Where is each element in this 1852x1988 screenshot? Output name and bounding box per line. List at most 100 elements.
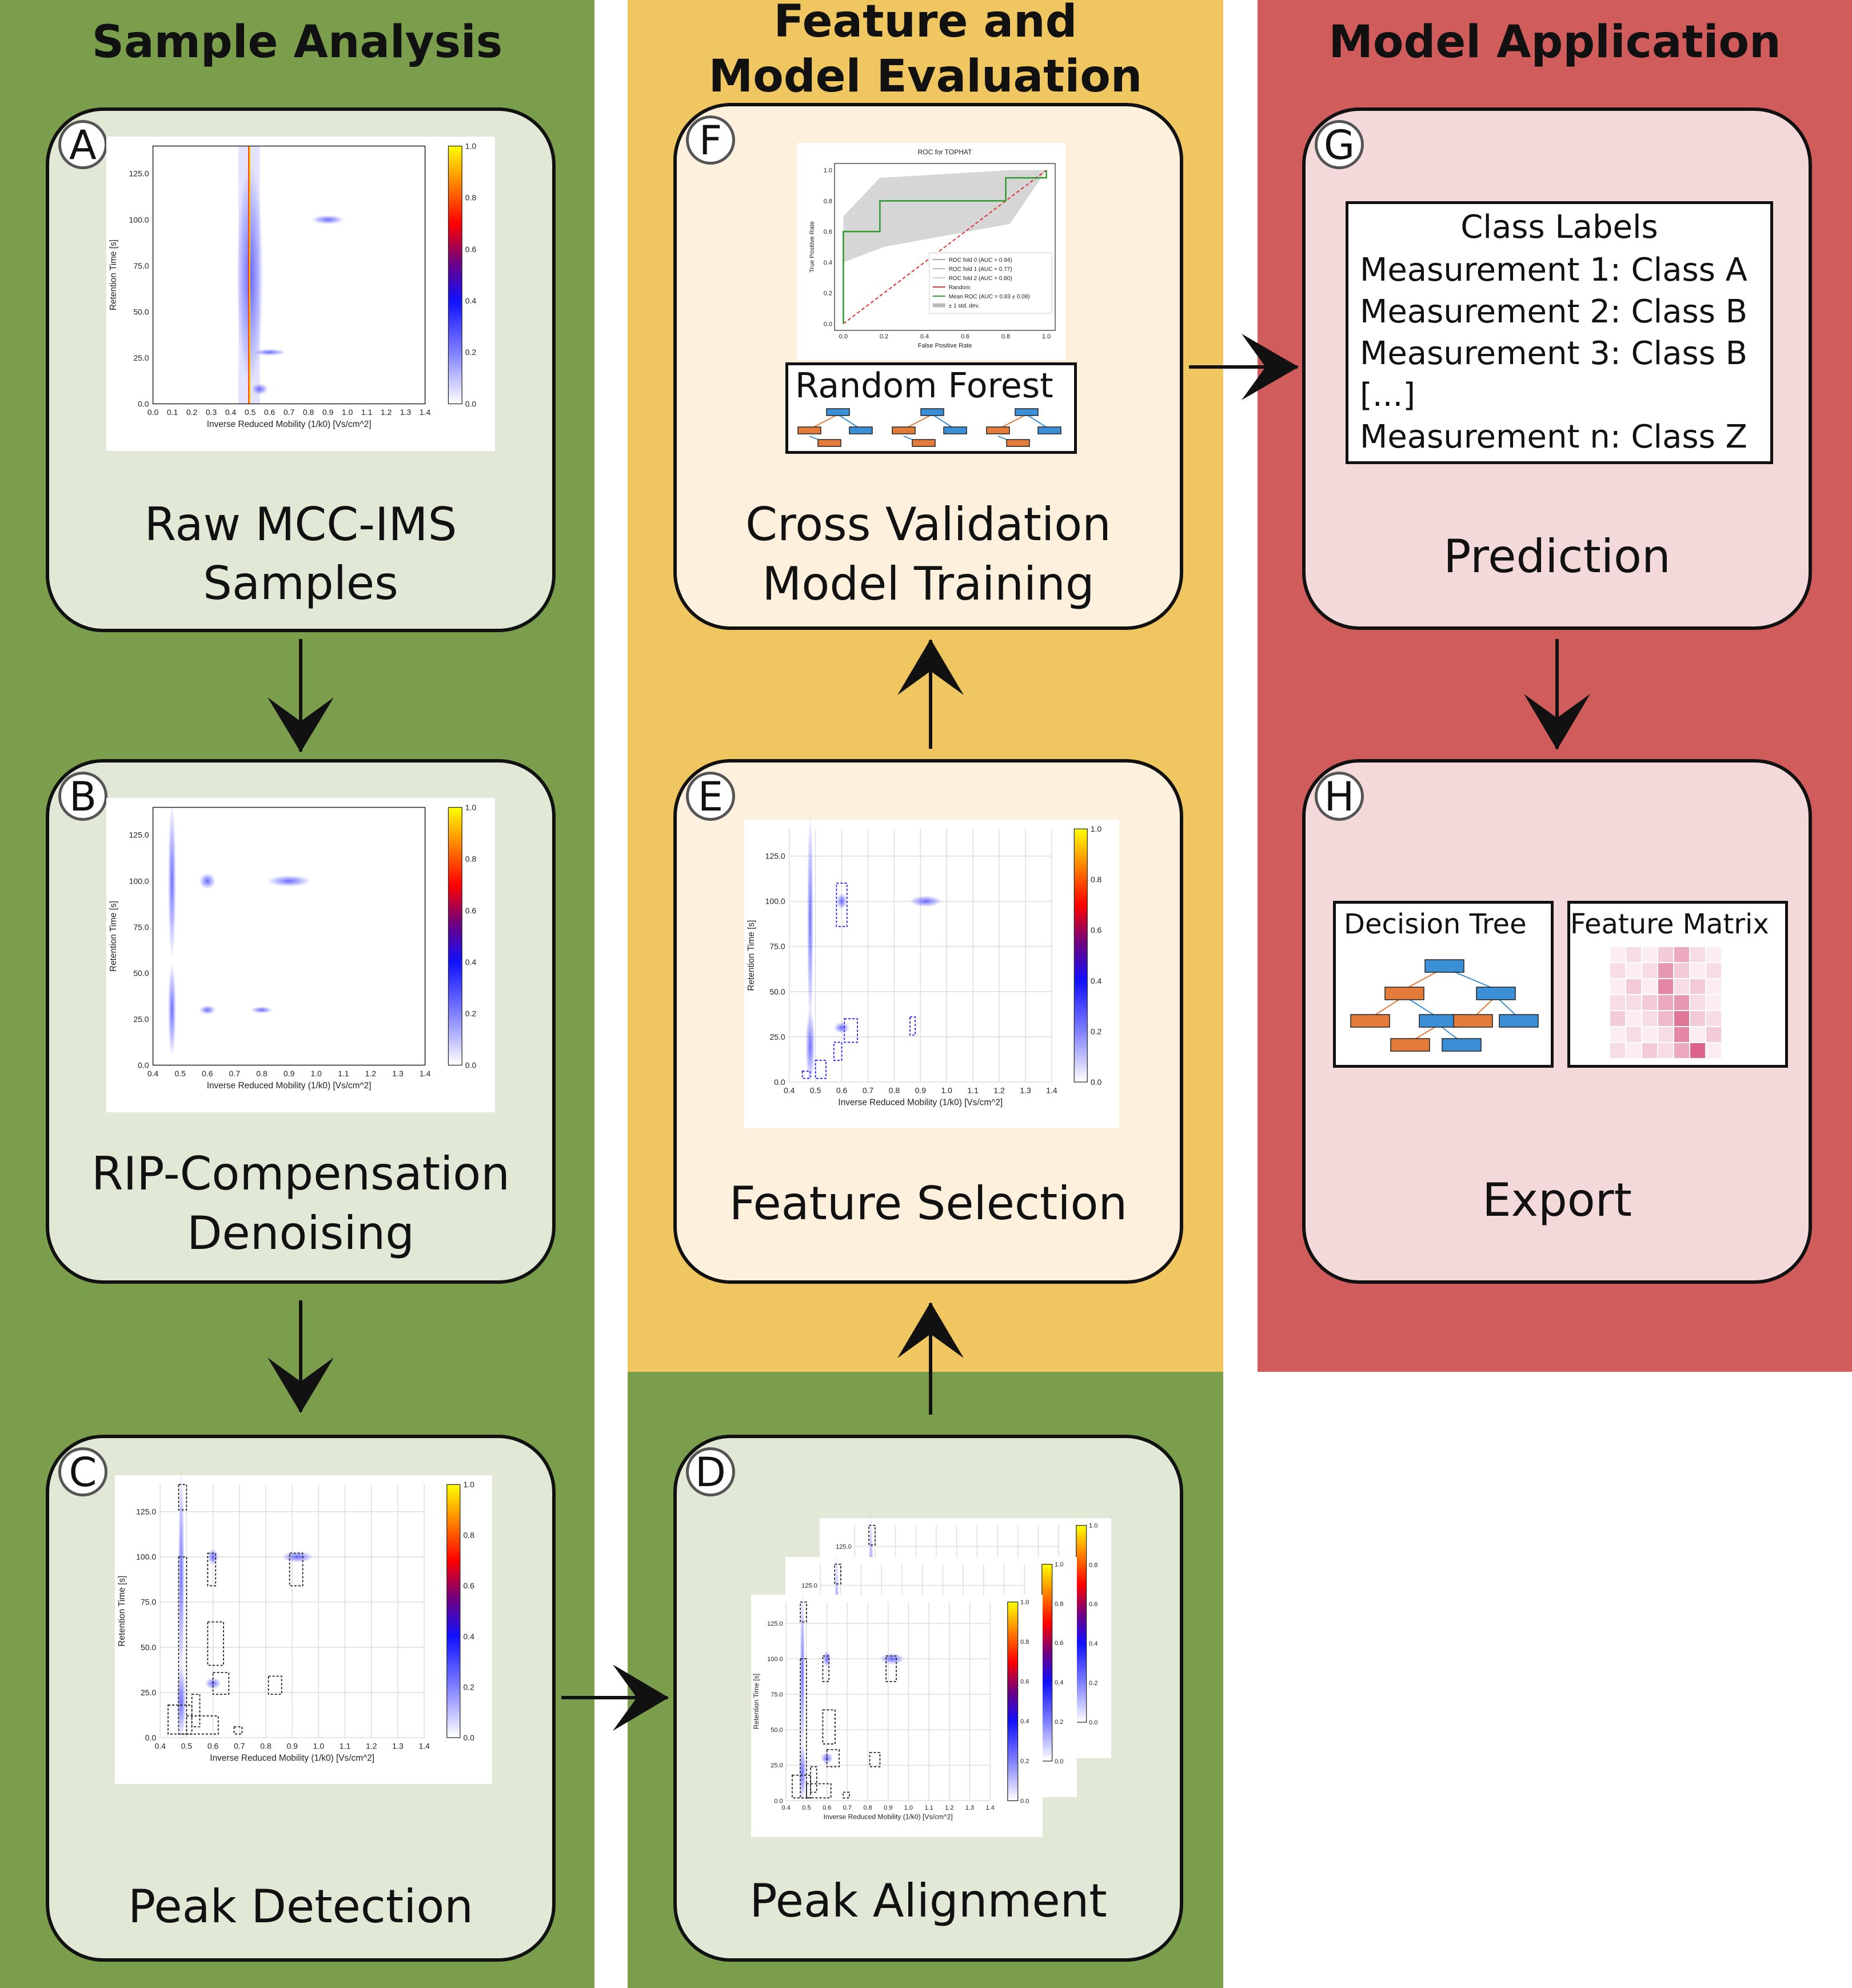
roc-y-tick: 1.0	[824, 167, 832, 174]
x-tick-label: 0.8	[889, 1086, 900, 1095]
x-tick-label: 1.4	[420, 408, 431, 417]
heatmap-svg: 0.4 0.5 0.6 0.7 0.8 0.9 1.0 1.1 1.2 1.3 1.4 0.0 25.0…	[752, 1588, 1029, 1821]
intensity-blob	[207, 1548, 218, 1565]
roc-x-tick: 0.8	[1001, 333, 1010, 340]
roc-legend-label: ROC fold 1 (AUC = 0.77)	[949, 266, 1012, 273]
card-letter: E	[686, 772, 735, 821]
matrix-cell	[1610, 995, 1625, 1010]
peak-box	[178, 1484, 187, 1511]
matrix-cell	[1642, 995, 1657, 1010]
x-tick-label: 0.8	[260, 1742, 272, 1751]
colorbar-tick-label: 0.8	[1089, 1562, 1097, 1568]
y-tick-label: 25.0	[133, 1015, 149, 1024]
roc-x-tick: 0.2	[880, 333, 888, 340]
matrix-cell	[1690, 1011, 1705, 1026]
roc-legend-label: Mean ROC (AUC = 0.83 ± 0.08)	[949, 294, 1030, 300]
y-tick-label: 50.0	[141, 1643, 156, 1652]
card-label: Prediction	[1443, 530, 1671, 583]
colorbar-tick-label: 0.4	[1089, 1640, 1097, 1647]
matrix-cell	[1642, 1043, 1657, 1058]
roc-frame	[834, 163, 1056, 331]
class-labels-row: [...]	[1360, 377, 1416, 414]
colorbar-tick-label: 0.2	[1020, 1758, 1029, 1765]
x-tick-label: 1.0	[904, 1805, 913, 1811]
y-axis-label: Retention Time [s]	[109, 901, 118, 972]
y-axis-label: Retention Time [s]	[117, 1576, 127, 1647]
x-tick-label: 1.0	[342, 408, 353, 417]
card-label: Peak Alignment	[749, 1874, 1107, 1927]
peak-box	[800, 1601, 807, 1623]
y-tick-label: 75.0	[133, 261, 149, 270]
tree-node	[826, 408, 850, 416]
x-tick-label: 1.3	[965, 1805, 974, 1811]
colorbar	[448, 145, 462, 405]
intensity-blob	[312, 215, 345, 225]
matrix-cell	[1674, 979, 1689, 994]
matrix-cell	[1658, 979, 1673, 994]
colorbar-tick-label: 0.6	[1055, 1640, 1063, 1647]
x-tick-label: 0.9	[915, 1086, 927, 1095]
colorbar-tick-label: 0.0	[465, 399, 477, 408]
card-feature-selection: E 0.4 0.5 0.6 0.7 0.8 0.9 1.0 1.1 1.2 1.3 1.4 0.0 25…	[673, 759, 1183, 1284]
tree-node	[1499, 1014, 1539, 1028]
matrix-cell	[1626, 1027, 1641, 1042]
class-labels-title: Class Labels	[1460, 209, 1658, 246]
x-axis-label: Inverse Reduced Mobility (1/k0) [Vs/cm^2…	[207, 420, 372, 429]
colorbar-tick-label: 0.6	[1091, 925, 1102, 935]
matrix-cell	[1642, 947, 1657, 962]
card-raw-samples: A 0.0 0.1 0.2 0.3 0.4 0.5 0.6 0.7 0.8 0.9 1.0 1.1 1.…	[46, 107, 556, 632]
y-axis-label: Retention Time [s]	[109, 239, 118, 310]
colorbar-tick-label: 0.0	[465, 1060, 477, 1069]
x-tick-label: 0.7	[234, 1742, 245, 1751]
x-tick-label: 0.5	[181, 1742, 193, 1751]
y-tick-label: 75.0	[141, 1598, 156, 1607]
y-tick-label: 50.0	[771, 1727, 783, 1734]
matrix-cell	[1658, 947, 1673, 962]
colorbar-tick-label: 0.8	[1055, 1600, 1063, 1607]
card-export: H Decision Tree Feature Matrix Export	[1302, 759, 1812, 1284]
peak-box	[843, 1791, 850, 1799]
class-labels-box: Class Labels Measurement 1: Class A Meas…	[1346, 201, 1773, 464]
matrix-cell	[1642, 1011, 1657, 1026]
roc-y-tick: 0.4	[824, 260, 832, 266]
matrix-cell	[1610, 963, 1625, 978]
matrix-cell	[1706, 979, 1721, 994]
matrix-cell	[1690, 979, 1705, 994]
roc-legend-label: ROC fold 2 (AUC = 0.80)	[949, 276, 1012, 282]
y-tick-label: 0.0	[774, 1798, 783, 1805]
x-tick-label: 0.3	[206, 408, 217, 417]
matrix-cell	[1626, 979, 1641, 994]
x-tick-label: 0.9	[322, 408, 334, 417]
tree-node	[797, 426, 821, 434]
tree-node	[1037, 426, 1061, 434]
arrow-d-to-e	[897, 1302, 964, 1415]
colorbar-tick-label: 0.2	[1089, 1680, 1097, 1687]
peak-box	[869, 1752, 881, 1767]
x-tick-label: 0.5	[174, 1069, 186, 1078]
colorbar-tick-label: 0.6	[465, 245, 477, 254]
matrix-cell	[1674, 963, 1689, 978]
heatmap-svg: 0.4 0.5 0.6 0.7 0.8 0.9 1.0 1.1 1.2 1.3 1.4 0.0 25.0…	[109, 802, 477, 1091]
heatmap-svg: 0.0 0.1 0.2 0.3 0.4 0.5 0.6 0.7 0.8 0.9 1.0 1.1 1.2 1…	[109, 141, 477, 429]
peak-box	[826, 1749, 840, 1767]
x-tick-label: 0.1	[167, 408, 178, 417]
roc-chart: ROC for TOPHAT 0.0 0.0 0.2 0.2 0.4 0.4 0.6 0.6 0.…	[797, 143, 1065, 360]
y-tick-label: 125.0	[129, 169, 149, 178]
class-labels-row: Measurement 3: Class B	[1360, 335, 1748, 372]
matrix-cell	[1610, 1043, 1625, 1058]
y-tick-label: 75.0	[769, 942, 785, 951]
x-tick-label: 1.3	[392, 1742, 404, 1751]
peak-box	[792, 1774, 811, 1799]
arrow-g-to-h	[1524, 639, 1590, 750]
colorbar-tick-label: 0.8	[464, 1531, 475, 1540]
colorbar-tick-label: 0.2	[1055, 1719, 1063, 1726]
roc-legend-label: ± 1 std. dev.	[949, 303, 980, 309]
matrix-cell	[1626, 1043, 1641, 1058]
peak-box	[885, 1655, 897, 1682]
roc-x-tick: 0.4	[920, 333, 929, 340]
colorbar-tick-label: 0.4	[1020, 1718, 1029, 1725]
tree-node	[1442, 1038, 1482, 1052]
arrow-a-to-b	[268, 639, 334, 752]
peak-box	[806, 1783, 832, 1799]
peak-boxes	[801, 883, 916, 1079]
